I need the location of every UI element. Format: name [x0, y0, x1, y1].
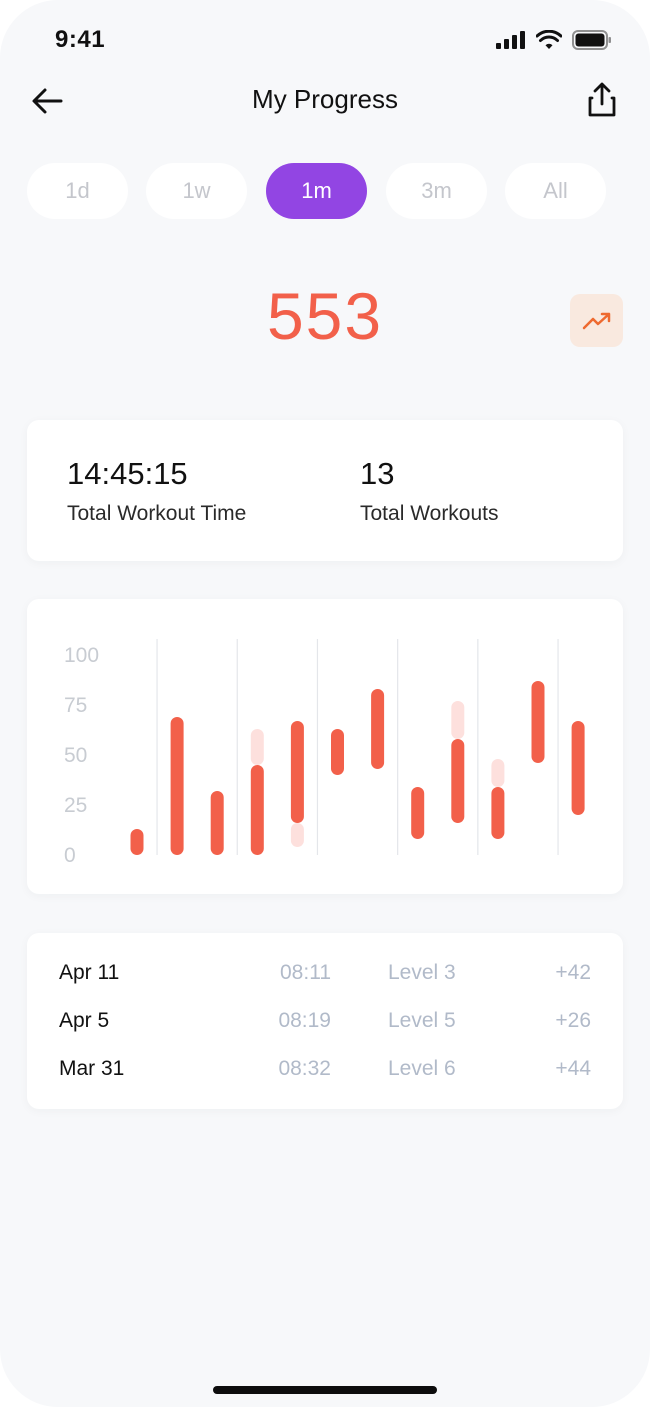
- y-tick-label: 75: [64, 694, 87, 717]
- cellular-signal-icon: [496, 31, 525, 49]
- trend-button[interactable]: [570, 294, 623, 347]
- history-points: +44: [555, 1057, 591, 1080]
- y-tick-label: 25: [64, 794, 87, 817]
- bar: [531, 681, 545, 763]
- status-icons: [496, 30, 612, 50]
- history-row[interactable]: Apr 11 08:11 Level 3 +42: [27, 961, 623, 991]
- tab-1d[interactable]: 1d: [27, 163, 128, 219]
- tab-1w[interactable]: 1w: [146, 163, 247, 219]
- bar-range-ghost: [491, 759, 505, 787]
- share-icon: [588, 82, 616, 117]
- history-time: 08:11: [280, 961, 331, 984]
- history-level: Level 3: [388, 961, 456, 984]
- history-row[interactable]: Mar 31 08:32 Level 6 +44: [27, 1057, 623, 1087]
- bar: [250, 765, 264, 855]
- status-time: 9:41: [55, 26, 106, 53]
- stat-value: 13: [360, 456, 395, 491]
- history-level: Level 5: [388, 1009, 456, 1032]
- history-date: Apr 11: [59, 961, 120, 984]
- page-title: My Progress: [252, 84, 398, 114]
- y-tick-label: 100: [64, 644, 99, 667]
- progress-chart: 100 75 50 25 0: [64, 639, 585, 867]
- home-indicator[interactable]: [213, 1386, 437, 1394]
- progress-chart-card: 100 75 50 25 0: [27, 599, 623, 894]
- tab-all[interactable]: All: [505, 163, 606, 219]
- bar: [411, 787, 425, 839]
- stat-value: 14:45:15: [67, 456, 188, 491]
- stat-label: Total Workout Time: [67, 502, 247, 525]
- share-button[interactable]: [584, 80, 620, 120]
- tab-1m[interactable]: 1m: [266, 163, 367, 219]
- bar: [451, 739, 465, 823]
- bar: [491, 787, 505, 839]
- bar: [290, 721, 304, 823]
- bar: [170, 717, 184, 855]
- history-card: Apr 11 08:11 Level 3 +42 Apr 5 08:19 Lev…: [27, 933, 623, 1109]
- bar: [331, 729, 344, 775]
- wifi-icon: [536, 30, 562, 49]
- back-button[interactable]: [28, 82, 68, 122]
- bar: [130, 829, 144, 855]
- bar: [571, 721, 585, 815]
- history-time: 08:32: [278, 1057, 331, 1080]
- history-time: 08:19: [278, 1009, 331, 1032]
- bar: [371, 689, 385, 769]
- bar: [210, 791, 224, 855]
- score-value: 553: [266, 279, 384, 353]
- history-points: +42: [555, 961, 591, 984]
- bar-range-ghost: [250, 729, 264, 765]
- history-row[interactable]: Apr 5 08:19 Level 5 +26: [27, 1009, 623, 1039]
- history-level: Level 6: [388, 1057, 456, 1080]
- stat-workout-time: 14:45:15 Total Workout Time: [67, 456, 246, 526]
- y-tick-label: 50: [64, 744, 87, 767]
- history-date: Mar 31: [59, 1057, 125, 1080]
- y-tick-label: 0: [64, 844, 76, 867]
- history-date: Apr 5: [59, 1009, 110, 1032]
- history-points: +26: [555, 1009, 591, 1032]
- arrow-left-icon: [32, 88, 63, 114]
- trending-up-icon: [582, 312, 610, 329]
- bar-range-ghost: [290, 823, 304, 847]
- stat-workouts: 13 Total Workouts: [360, 456, 499, 526]
- stat-label: Total Workouts: [360, 502, 499, 525]
- battery-icon: [572, 30, 611, 50]
- bar-range-ghost: [451, 701, 465, 739]
- period-tabs: 1d 1w 1m 3m All: [27, 163, 607, 220]
- tab-3m[interactable]: 3m: [386, 163, 487, 219]
- stats-card: 14:45:15 Total Workout Time 13 Total Wor…: [27, 420, 623, 561]
